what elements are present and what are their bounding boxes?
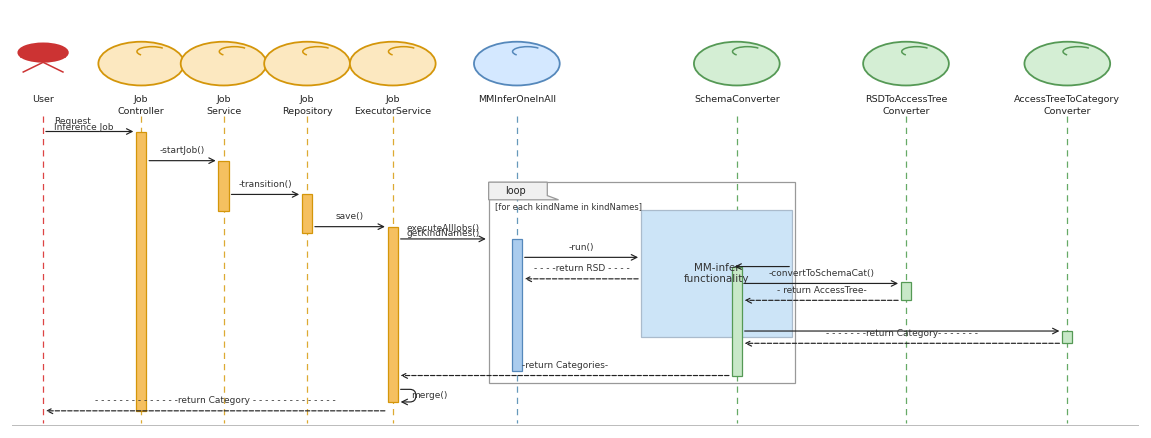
Bar <box>219 161 229 211</box>
Text: ExecutorService: ExecutorService <box>355 107 432 116</box>
Text: Repository: Repository <box>282 107 333 116</box>
Text: Service: Service <box>206 107 242 116</box>
Circle shape <box>18 43 68 62</box>
Text: AccessTreeToCategory: AccessTreeToCategory <box>1014 95 1120 104</box>
Text: - - - - - - - - - - - - - -return Category - - - - - - - - - - - - - -: - - - - - - - - - - - - - -return Catego… <box>96 396 336 405</box>
Text: - return AccessTree-: - return AccessTree- <box>777 286 867 295</box>
Bar <box>302 194 312 233</box>
Text: Job: Job <box>134 95 148 104</box>
Text: RSDToAccessTree: RSDToAccessTree <box>864 95 947 104</box>
Text: [for each kindName in kindNames]: [for each kindName in kindNames] <box>495 202 642 211</box>
Text: Job: Job <box>299 95 314 104</box>
Text: merge(): merge() <box>411 391 448 400</box>
Text: -transition(): -transition() <box>238 180 292 189</box>
Text: -return Categories-: -return Categories- <box>521 361 608 370</box>
Text: Job: Job <box>216 95 231 104</box>
Text: MMInferOneInAll: MMInferOneInAll <box>478 95 556 104</box>
Text: User: User <box>32 95 54 104</box>
Bar <box>512 239 521 371</box>
Text: - - - - - - -return Category- - - - - - -: - - - - - - -return Category- - - - - - … <box>826 329 978 338</box>
Text: SchemaConverter: SchemaConverter <box>694 95 779 104</box>
Ellipse shape <box>98 42 184 85</box>
Text: loop: loop <box>504 186 525 196</box>
Text: Converter: Converter <box>1044 107 1091 116</box>
Text: save(): save() <box>336 212 364 221</box>
Bar <box>136 131 146 411</box>
Ellipse shape <box>350 42 435 85</box>
Polygon shape <box>489 182 558 200</box>
Bar <box>641 210 792 337</box>
Text: -startJob(): -startJob() <box>160 146 205 155</box>
Text: Request: Request <box>54 117 91 127</box>
Text: Inference Job: Inference Job <box>54 124 114 132</box>
Text: -run(): -run() <box>569 243 594 252</box>
Bar <box>1062 331 1073 343</box>
Text: - - - -return RSD - - - -: - - - -return RSD - - - - <box>534 265 630 273</box>
Ellipse shape <box>694 42 779 85</box>
Bar <box>489 182 795 383</box>
Bar <box>901 282 912 300</box>
Ellipse shape <box>1024 42 1111 85</box>
Ellipse shape <box>265 42 350 85</box>
Text: Converter: Converter <box>883 107 930 116</box>
Text: MM-infer
functionality: MM-infer functionality <box>684 263 749 284</box>
Ellipse shape <box>181 42 266 85</box>
Ellipse shape <box>474 42 559 85</box>
Ellipse shape <box>863 42 948 85</box>
Text: Controller: Controller <box>117 107 165 116</box>
Text: getKindNames(): getKindNames() <box>406 229 480 238</box>
Text: executeAllJobs(): executeAllJobs() <box>406 224 480 233</box>
Bar <box>388 226 398 402</box>
Text: -convertToSchemaCat(): -convertToSchemaCat() <box>769 269 875 278</box>
Bar <box>732 267 742 375</box>
Text: Job: Job <box>386 95 401 104</box>
